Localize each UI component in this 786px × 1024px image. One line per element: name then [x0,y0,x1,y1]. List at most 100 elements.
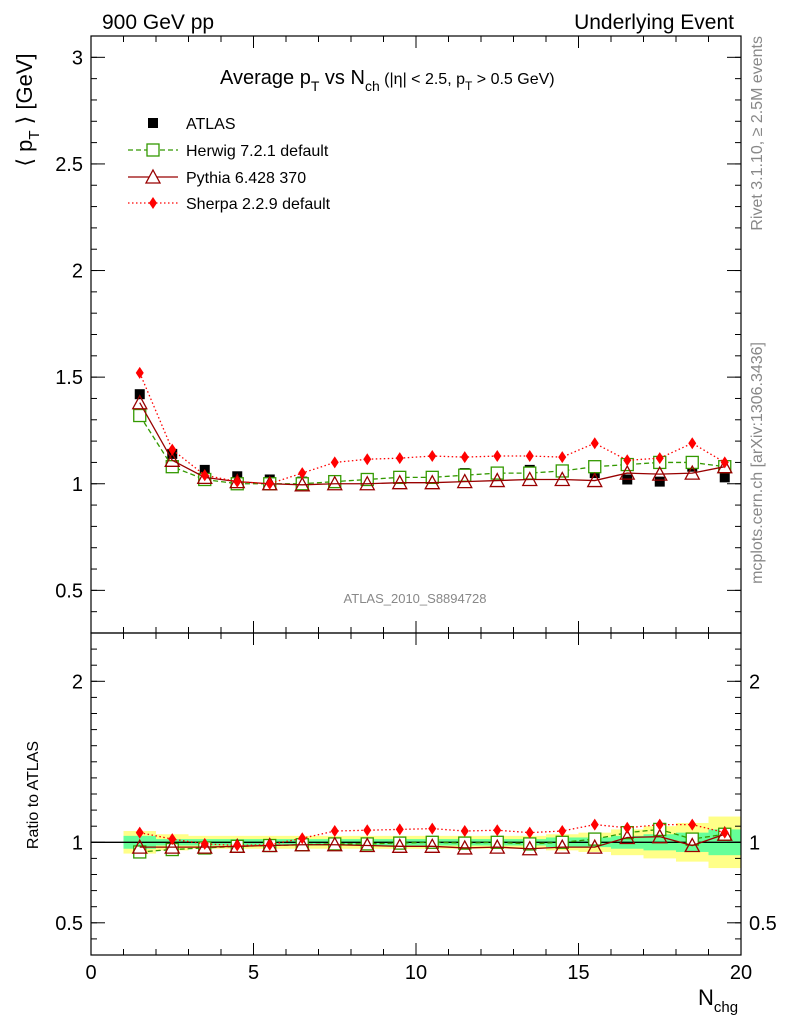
main-point-pythia [164,451,181,467]
main-point-pythia [586,472,603,488]
ratio-y-tick-label-right: 1 [749,832,760,854]
ratio-point-pythia [716,825,733,841]
ratio-series-layer [131,818,733,859]
main-point-herwig [133,408,147,423]
main-y-axis-label: ⟨ pT ⟩ [GeV] [12,53,43,166]
ratio-y-axis-label: Ratio to ATLAS [25,741,42,849]
legend: ATLAS Herwig 7.2.1 default Pythia 6.428 … [128,116,331,213]
main-point-herwig [555,464,569,478]
ratio-point-sherpa [558,825,567,838]
ratio-point-sherpa [493,824,502,837]
ratio-point-pythia [619,829,636,845]
ratio-point-pythia [456,839,473,855]
legend-item-pythia: Pythia 6.428 370 [128,168,306,187]
main-y-tick-label: 0.5 [55,580,83,602]
analysis-id-label: ATLAS_2010_S8894728 [344,591,487,606]
ratio-plot-panel: 0 5 10 15 20 0.5 0.5 1 1 2 2 Ratio to ATLAS [25,632,777,984]
legend-marker-pythia [144,168,162,184]
ratio-point-pythia [554,838,571,854]
ratio-point-pythia [586,838,603,854]
main-point-sherpa [200,469,209,482]
main-point-sherpa [688,437,697,450]
main-plot-panel: 0.5 1 1.5 2 2.5 3 Average pT vs Nch (|η| < 2.… [12,35,742,634]
main-point-sherpa [298,467,307,480]
ratio-point-pythia [684,837,701,853]
ratio-point-sherpa [720,826,729,839]
ratio-point-pythia [131,838,148,854]
x-tick-label: 15 [567,962,589,984]
main-point-herwig [588,460,602,474]
ratio-point-pythia [391,837,408,853]
main-point-atlas [134,389,145,400]
main-point-pythia [684,464,701,480]
main-point-sherpa [428,450,437,463]
legend-label-atlas: ATLAS [186,116,236,133]
x-axis-label: Nchg [698,985,738,1016]
ratio-point-pythia [196,838,213,854]
main-y-tick-label: 3 [72,47,83,69]
ratio-point-sherpa [623,821,632,834]
main-point-pythia [326,475,343,491]
main-point-herwig [425,470,439,485]
mcplots-reference-label: mcplots.cern.ch [arXiv:1306.3436] [749,342,766,584]
main-point-sherpa [395,452,404,465]
main-point-sherpa [493,450,502,463]
legend-marker-atlas [148,118,158,128]
ratio-y-tick-label: 1 [72,832,83,854]
main-point-sherpa [558,451,567,464]
legend-label-sherpa: Sherpa 2.2.9 default [186,196,331,213]
ratio-point-sherpa [135,826,144,839]
main-point-pythia [716,458,733,474]
main-plot-title: Average pT vs Nch (|η| < 2.5, pT > 0.5 G… [220,67,555,94]
legend-item-atlas: ATLAS [148,116,236,133]
x-tick-label: 5 [248,962,259,984]
rivet-version-label: Rivet 3.1.10, ≥ 2.5M events [749,36,766,231]
ratio-point-sherpa [525,826,534,839]
ratio-point-sherpa [655,818,664,831]
ratio-point-pythia [326,836,343,852]
main-point-pythia [294,476,311,492]
main-point-pythia [521,471,538,487]
ratio-point-pythia [359,837,376,853]
main-point-sherpa [655,452,664,465]
ratio-point-sherpa [168,833,177,846]
ratio-point-sherpa [395,823,404,836]
x-tick-label: 0 [85,962,96,984]
legend-label-pythia: Pythia 6.428 370 [186,170,306,187]
ratio-point-sherpa [298,832,307,845]
ratio-point-sherpa [363,824,372,837]
ratio-point-pythia [489,838,506,854]
main-point-pythia [456,473,473,489]
ratio-point-sherpa [233,839,242,852]
main-point-herwig [685,455,699,470]
ratio-point-sherpa [330,825,339,838]
main-point-pythia [651,465,668,481]
ratio-point-sherpa [590,818,599,831]
main-point-sherpa [460,451,469,464]
main-axes: 0.5 1 1.5 2 2.5 3 [55,35,742,634]
main-y-tick-label: 2 [72,261,83,283]
main-y-tick-label: 1 [72,474,83,496]
ratio-axes: 0 5 10 15 20 0.5 0.5 1 1 2 2 [55,632,777,984]
legend-marker-sherpa [149,197,157,209]
header-right: Underlying Event [574,11,734,34]
ratio-point-sherpa [688,818,697,831]
ratio-point-pythia [164,838,181,854]
legend-item-herwig: Herwig 7.2.1 default [128,143,329,160]
header-left: 900 GeV pp [102,11,214,34]
main-point-herwig [295,477,309,491]
main-point-pythia [489,472,506,488]
main-point-sherpa [330,456,339,469]
main-point-sherpa [623,454,632,467]
main-point-sherpa [525,450,534,463]
ratio-point-pythia [424,837,441,853]
ratio-y-tick-label: 0.5 [55,913,83,935]
main-y-tick-label: 1.5 [55,367,83,389]
ratio-point-sherpa [460,825,469,838]
ratio-point-pythia [651,828,668,844]
main-line-sherpa [139,372,726,485]
ratio-point-pythia [294,836,311,852]
main-point-sherpa [135,366,144,379]
main-point-pythia [131,394,148,410]
